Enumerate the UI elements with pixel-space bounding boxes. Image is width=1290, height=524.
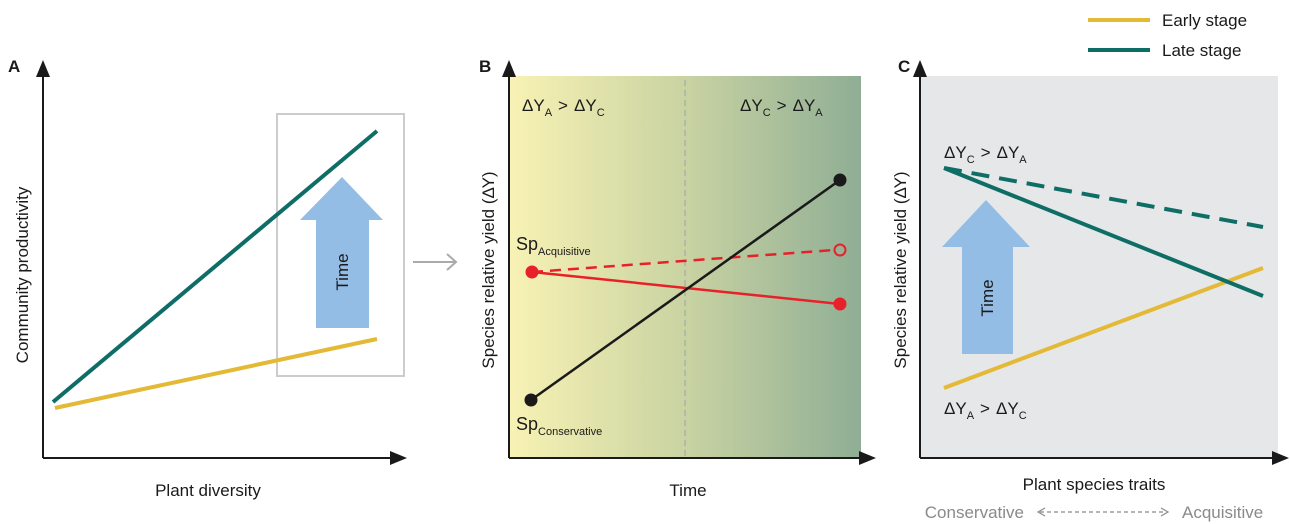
panel-b-y-arrowhead	[502, 60, 516, 77]
panel-c-top-comparison: ΔYC > ΔYA	[944, 143, 1027, 166]
panel-c-gradient-left-head	[1036, 507, 1046, 517]
panel-a-early-line	[54, 337, 378, 410]
panel-b-left-comparison: ΔYA > ΔYC	[522, 96, 605, 119]
panel-b-conservative-start-point	[524, 393, 538, 407]
legend: Early stage Late stage	[1088, 11, 1247, 60]
panel-c-y-title: Species relative yield (ΔΥ)	[891, 171, 910, 368]
panel-a-time-label: Time	[333, 253, 352, 290]
legend-late-label: Late stage	[1162, 41, 1241, 60]
panel-b-acquisitive-start-point	[525, 265, 539, 279]
legend-early-label: Early stage	[1162, 11, 1247, 30]
panel-c-x-arrowhead	[1272, 451, 1289, 465]
panel-a-x-arrowhead	[390, 451, 407, 465]
panel-a: A Plant diversity Community productivity…	[8, 57, 407, 500]
panel-b-sp-acquisitive-label: SpAcquisitive	[516, 234, 591, 258]
panel-c: C Plant species traits Species relative …	[891, 57, 1289, 522]
panel-a-y-arrowhead	[36, 60, 50, 77]
panel-c-bottom-comparison: ΔYA > ΔYC	[944, 399, 1027, 422]
panel-a-time-arrow	[300, 177, 383, 328]
panel-b-conservative-line	[530, 178, 841, 402]
panel-c-x-title: Plant species traits	[1023, 475, 1166, 494]
panel-b-acquisitive-end-point	[833, 297, 847, 311]
panel-a-label: A	[8, 57, 20, 76]
panel-c-time-label: Time	[978, 279, 997, 316]
panel-b-x-arrowhead	[859, 451, 876, 465]
panel-b-right-comparison: ΔYC > ΔYA	[740, 96, 823, 119]
panel-b-acquisitive-open-point	[833, 243, 847, 257]
panel-c-y-arrowhead	[913, 60, 927, 77]
panel-a-zoom-box	[276, 113, 405, 377]
panel-b-acquisitive-line	[531, 270, 841, 306]
connector-arrow	[413, 253, 458, 271]
panel-a-late-line	[51, 129, 379, 404]
panel-b: B Time Species relative yield (ΔΥ) ΔYA > Δ…	[479, 57, 876, 500]
panel-b-y-title: Species relative yield (ΔΥ)	[479, 171, 498, 368]
panel-b-label: B	[479, 57, 491, 76]
panel-b-sp-conservative-label: SpConservative	[516, 414, 602, 438]
panel-c-late-line	[943, 166, 1264, 298]
panel-c-gradient-right: Acquisitive	[1182, 503, 1263, 522]
panel-c-time-arrow	[942, 200, 1030, 354]
panel-b-x-title: Time	[669, 481, 706, 500]
panel-c-gradient-right-head	[1160, 507, 1170, 517]
panel-b-conservative-end-point	[833, 173, 847, 187]
panel-a-y-title: Community productivity	[13, 186, 32, 363]
panel-c-early-line	[943, 266, 1264, 390]
panel-a-x-title: Plant diversity	[155, 481, 261, 500]
panel-b-acquisitive-dashed-line	[531, 248, 835, 274]
panel-c-gradient-left: Conservative	[925, 503, 1024, 522]
panel-c-label: C	[898, 57, 910, 76]
